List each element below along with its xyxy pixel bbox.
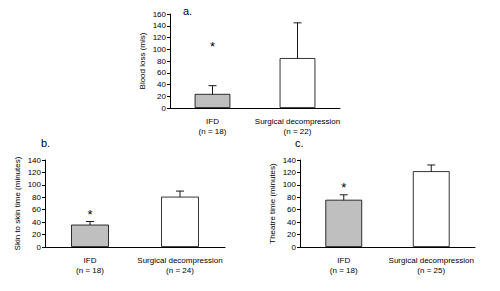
svg-text:140: 140 [283,156,297,165]
svg-text:(n = 24): (n = 24) [166,266,194,275]
svg-text:60: 60 [32,205,41,214]
svg-text:b.: b. [41,137,50,149]
svg-text:40: 40 [287,218,296,227]
svg-text:Blood loss (mls): Blood loss (mls) [138,32,147,89]
svg-text:(n = 25): (n = 25) [417,266,445,275]
svg-text:20: 20 [157,92,166,101]
svg-text:0: 0 [162,104,167,113]
svg-text:IFD: IFD [206,117,219,126]
svg-text:Surgical decompression: Surgical decompression [389,256,474,265]
svg-text:(n = 18): (n = 18) [199,127,227,136]
svg-text:*: * [210,39,215,54]
svg-text:(n = 18): (n = 18) [330,266,358,275]
svg-text:Surgical decompression: Surgical decompression [255,117,340,126]
svg-text:80: 80 [157,57,166,66]
svg-text:IFD: IFD [84,256,97,265]
svg-text:120: 120 [283,168,297,177]
svg-text:40: 40 [157,80,166,89]
svg-text:Skin to skin time (minutes): Skin to skin time (minutes) [13,156,22,250]
svg-text:(n = 18): (n = 18) [76,266,104,275]
svg-text:IFD: IFD [337,256,350,265]
svg-text:0: 0 [292,243,297,252]
svg-text:120: 120 [153,33,167,42]
svg-text:160: 160 [153,10,167,19]
svg-text:100: 100 [153,45,167,54]
svg-text:Theatre time (minutes): Theatre time (minutes) [268,163,277,244]
svg-text:140: 140 [153,21,167,30]
svg-text:c.: c. [295,137,304,149]
svg-text:a.: a. [183,5,192,17]
svg-text:100: 100 [28,180,42,189]
svg-text:60: 60 [157,68,166,77]
svg-text:40: 40 [32,218,41,227]
svg-text:Surgical decompression: Surgical decompression [137,256,222,265]
svg-text:20: 20 [287,230,296,239]
svg-text:*: * [87,207,92,222]
svg-text:80: 80 [32,193,41,202]
svg-text:60: 60 [287,205,296,214]
svg-text:120: 120 [28,168,42,177]
svg-text:100: 100 [283,180,297,189]
svg-text:80: 80 [287,193,296,202]
svg-text:0: 0 [37,243,42,252]
svg-text:(n = 22): (n = 22) [284,127,312,136]
svg-text:20: 20 [32,230,41,239]
svg-text:140: 140 [28,156,42,165]
svg-text:*: * [341,180,346,195]
